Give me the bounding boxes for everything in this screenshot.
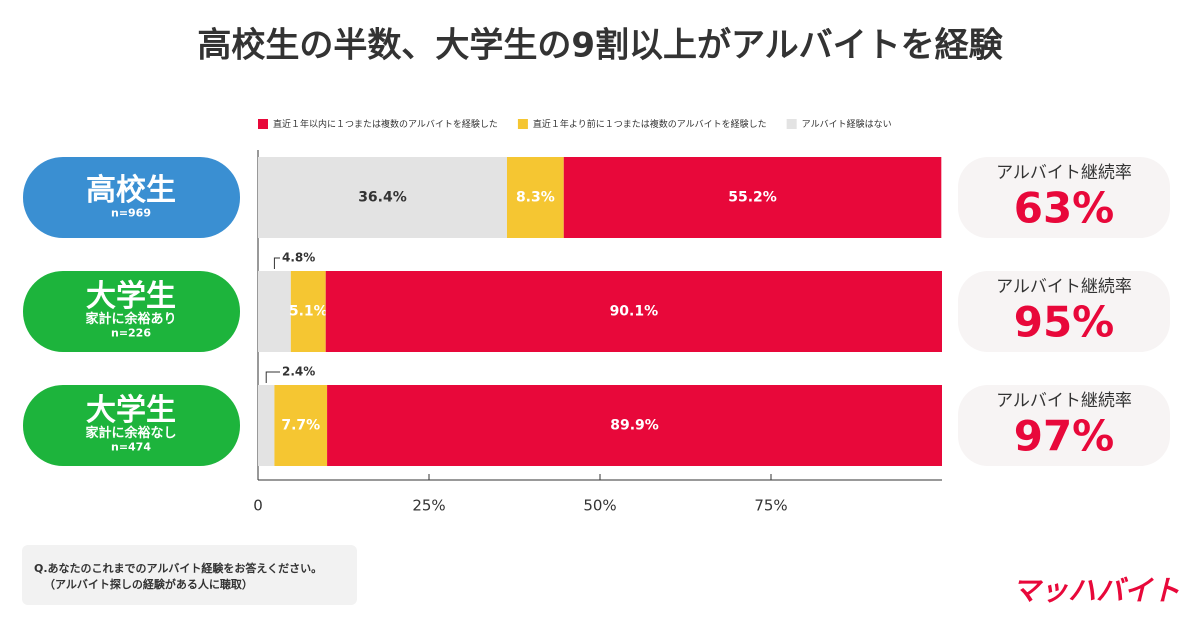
legend-swatch xyxy=(258,119,268,129)
bar-segment xyxy=(327,385,943,466)
value-label: 36.4% xyxy=(358,190,407,206)
value-label: 5.1% xyxy=(289,304,328,320)
legend-swatch xyxy=(517,119,528,129)
retention-box xyxy=(958,271,1170,352)
category-detail: n=226 xyxy=(111,327,151,340)
category-label: 大学生 xyxy=(86,393,176,428)
value-label: 2.4% xyxy=(282,365,315,379)
label-leader xyxy=(273,257,280,269)
bar-segment xyxy=(274,385,328,466)
x-tick-label: 75% xyxy=(754,497,787,515)
label-leader xyxy=(265,371,280,383)
category-label: 大学生 xyxy=(86,279,176,314)
legend-label: 直近１年より前に１つまたは複数のアルバイトを経験した xyxy=(533,118,767,130)
value-label: 55.2% xyxy=(728,190,777,206)
x-tick-label: 25% xyxy=(412,497,445,515)
bar-segment xyxy=(258,157,507,238)
footnote: （アルバイト探しの経験がある人に聴取） xyxy=(44,577,253,591)
value-label: 4.8% xyxy=(282,251,315,265)
footnote-box xyxy=(22,545,357,605)
retention-label: アルバイト継続率 xyxy=(996,163,1132,183)
category-pill xyxy=(23,385,240,466)
bar-segment xyxy=(325,271,942,352)
legend-label: アルバイト経験はない xyxy=(802,118,892,130)
footnote: Q.あなたのこれまでのアルバイト経験をお答えください。 xyxy=(34,561,322,575)
bar-segment xyxy=(290,271,326,352)
retention-box xyxy=(958,157,1170,238)
category-detail: n=474 xyxy=(111,441,151,454)
value-label: 7.7% xyxy=(281,418,320,434)
bar-segment xyxy=(563,157,942,238)
value-label: 89.9% xyxy=(610,418,659,434)
category-detail: n=969 xyxy=(111,207,151,220)
category-detail: 家計に余裕なし xyxy=(85,425,176,441)
retention-value: 97% xyxy=(1014,412,1115,461)
category-detail: 家計に余裕あり xyxy=(85,311,176,327)
value-label: 90.1% xyxy=(610,304,659,320)
x-tick-label: 0 xyxy=(253,497,263,515)
category-pill xyxy=(23,271,240,352)
legend-swatch xyxy=(786,119,797,129)
brand-logo: マッハバイト xyxy=(1012,574,1180,607)
bar-segment xyxy=(258,385,275,466)
retention-value: 63% xyxy=(1014,184,1115,233)
bar-segment xyxy=(258,271,291,352)
legend-label: 直近１年以内に１つまたは複数のアルバイトを経験した xyxy=(273,118,498,130)
retention-value: 95% xyxy=(1014,298,1115,347)
x-tick-label: 50% xyxy=(583,497,616,515)
retention-box xyxy=(958,385,1170,466)
retention-label: アルバイト継続率 xyxy=(996,391,1132,411)
chart-title: 高校生の半数、大学生の9割以上がアルバイトを経験 xyxy=(197,26,1003,66)
value-label: 8.3% xyxy=(516,190,555,206)
bar-segment xyxy=(506,157,564,238)
retention-label: アルバイト継続率 xyxy=(996,277,1132,297)
category-label: 高校生 xyxy=(86,173,176,208)
category-pill xyxy=(23,157,240,238)
